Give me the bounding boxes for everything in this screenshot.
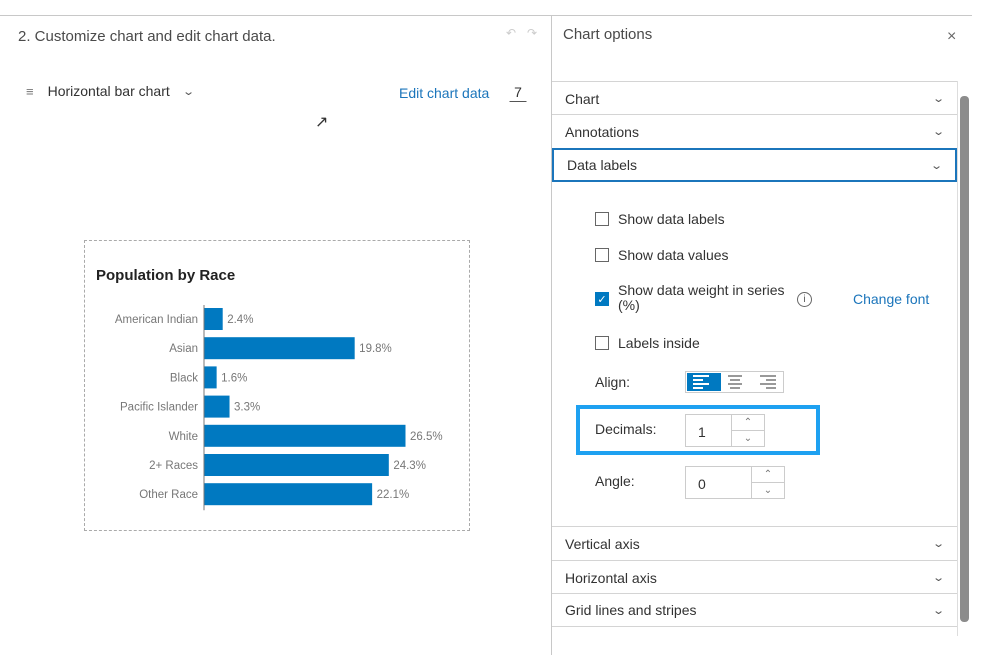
divider	[552, 15, 972, 16]
section-vertical-axis[interactable]: Vertical axis ⌄	[552, 526, 957, 560]
chevron-down-icon: ⌄	[931, 93, 945, 105]
section-data-labels[interactable]: Data labels ⌄	[552, 148, 957, 182]
bar	[204, 454, 389, 476]
checkbox[interactable]	[595, 212, 609, 226]
undo-icon[interactable]: ↶	[506, 26, 517, 40]
align-center-icon[interactable]	[721, 373, 749, 391]
align-right-icon[interactable]	[748, 373, 782, 391]
section-chart[interactable]: Chart ⌄	[552, 81, 957, 115]
checkbox[interactable]	[595, 248, 609, 262]
section-label: Horizontal axis	[565, 569, 657, 586]
data-label: 1.6%	[221, 372, 247, 384]
panel-title: Chart options	[563, 26, 653, 43]
bar	[204, 483, 373, 506]
section-grid-lines[interactable]: Grid lines and stripes ⌄	[552, 593, 957, 627]
chart-type-dropdown[interactable]: ≡ Horizontal bar chart ⌄	[26, 83, 195, 99]
step-title: 2. Customize chart and edit chart data.	[18, 28, 276, 45]
increment-icon[interactable]: ⌃	[743, 417, 753, 428]
bar	[204, 395, 230, 418]
section-label: Vertical axis	[565, 535, 640, 552]
chart-editor-panel	[0, 15, 552, 655]
decimals-stepper[interactable]: 1 ⌃ ⌄	[685, 414, 765, 447]
change-font-link[interactable]: Change font	[853, 291, 930, 307]
chevron-down-icon: ⌄	[931, 604, 945, 617]
angle-input[interactable]: 0	[698, 476, 706, 492]
chart-type-label: Horizontal bar chart	[47, 83, 170, 99]
increment-icon[interactable]: ⌃	[763, 469, 773, 480]
checkbox[interactable]	[595, 336, 609, 350]
edit-chart-data-link[interactable]: Edit chart data	[399, 85, 490, 101]
scrollbar-track[interactable]	[957, 81, 972, 636]
bar	[204, 366, 217, 389]
decimals-input[interactable]: 1	[698, 424, 706, 440]
show-data-labels-checkbox[interactable]: Show data labels	[595, 211, 725, 227]
chevron-down-icon: ⌄	[929, 159, 943, 172]
bar-chart-icon: ≡	[26, 83, 34, 99]
decrement-icon[interactable]: ⌄	[752, 482, 784, 498]
checkbox-checked[interactable]: ✓	[595, 292, 609, 306]
cursor-icon: ↗	[315, 114, 329, 131]
category-label: White	[169, 431, 198, 443]
checkbox-label: Show data weight in series (%)	[618, 282, 785, 313]
category-label: Pacific Islander	[120, 402, 198, 414]
bar	[204, 308, 223, 330]
info-icon[interactable]: i	[797, 292, 812, 307]
bar	[204, 337, 355, 360]
show-data-weight-checkbox[interactable]: ✓ Show data weight in series (%)	[595, 283, 798, 313]
show-data-values-checkbox[interactable]: Show data values	[595, 247, 729, 263]
align-toggle[interactable]	[685, 371, 784, 393]
section-horizontal-axis[interactable]: Horizontal axis ⌄	[552, 560, 957, 594]
data-label: 19.8%	[359, 343, 392, 355]
data-label: 3.3%	[234, 402, 260, 414]
section-label: Chart	[565, 90, 600, 107]
chevron-down-icon: ⌄	[931, 126, 945, 138]
data-label: 22.1%	[377, 489, 410, 501]
decimals-highlight	[576, 405, 820, 455]
chevron-down-icon: ⌄	[931, 538, 945, 550]
category-label: American Indian	[115, 314, 198, 326]
data-count-badge: 7	[506, 84, 530, 102]
align-label: Align:	[595, 374, 631, 390]
chevron-down-icon: ⌄	[931, 572, 945, 584]
chevron-down-icon: ⌄	[181, 85, 195, 98]
data-label: 2.4%	[227, 314, 253, 326]
category-label: Black	[170, 372, 198, 384]
angle-stepper[interactable]: 0 ⌃ ⌄	[685, 466, 785, 499]
close-icon[interactable]: ×	[947, 28, 957, 45]
section-label: Data labels	[567, 157, 638, 173]
section-label: Annotations	[565, 123, 639, 140]
chart-title: Population by Race	[96, 267, 236, 284]
redo-icon[interactable]: ↷	[527, 26, 538, 40]
checkbox-label: Show data labels	[618, 211, 725, 227]
checkbox-label: Labels inside	[618, 335, 700, 351]
bar-chart: American Indian 2.4% Asian 19.8% Black 1.6% Pa…	[115, 305, 443, 511]
category-label: Asian	[169, 343, 198, 355]
decimals-label: Decimals:	[595, 421, 657, 437]
data-label: 24.3%	[393, 460, 426, 472]
scrollbar-thumb[interactable]	[960, 96, 969, 622]
category-label: Other Race	[139, 489, 198, 501]
decrement-icon[interactable]: ⌄	[732, 430, 764, 446]
checkbox-label: Show data values	[618, 247, 729, 263]
section-label: Grid lines and stripes	[565, 602, 697, 618]
chart-preview[interactable]: Population by Race American Indian 2.4% As…	[84, 240, 470, 531]
angle-label: Angle:	[595, 473, 635, 489]
align-left-icon[interactable]	[687, 373, 721, 391]
data-label: 26.5%	[410, 431, 443, 443]
category-label: 2+ Races	[149, 460, 198, 472]
section-annotations[interactable]: Annotations ⌄	[552, 114, 957, 148]
labels-inside-checkbox[interactable]: Labels inside	[595, 335, 700, 351]
bar	[204, 424, 406, 447]
